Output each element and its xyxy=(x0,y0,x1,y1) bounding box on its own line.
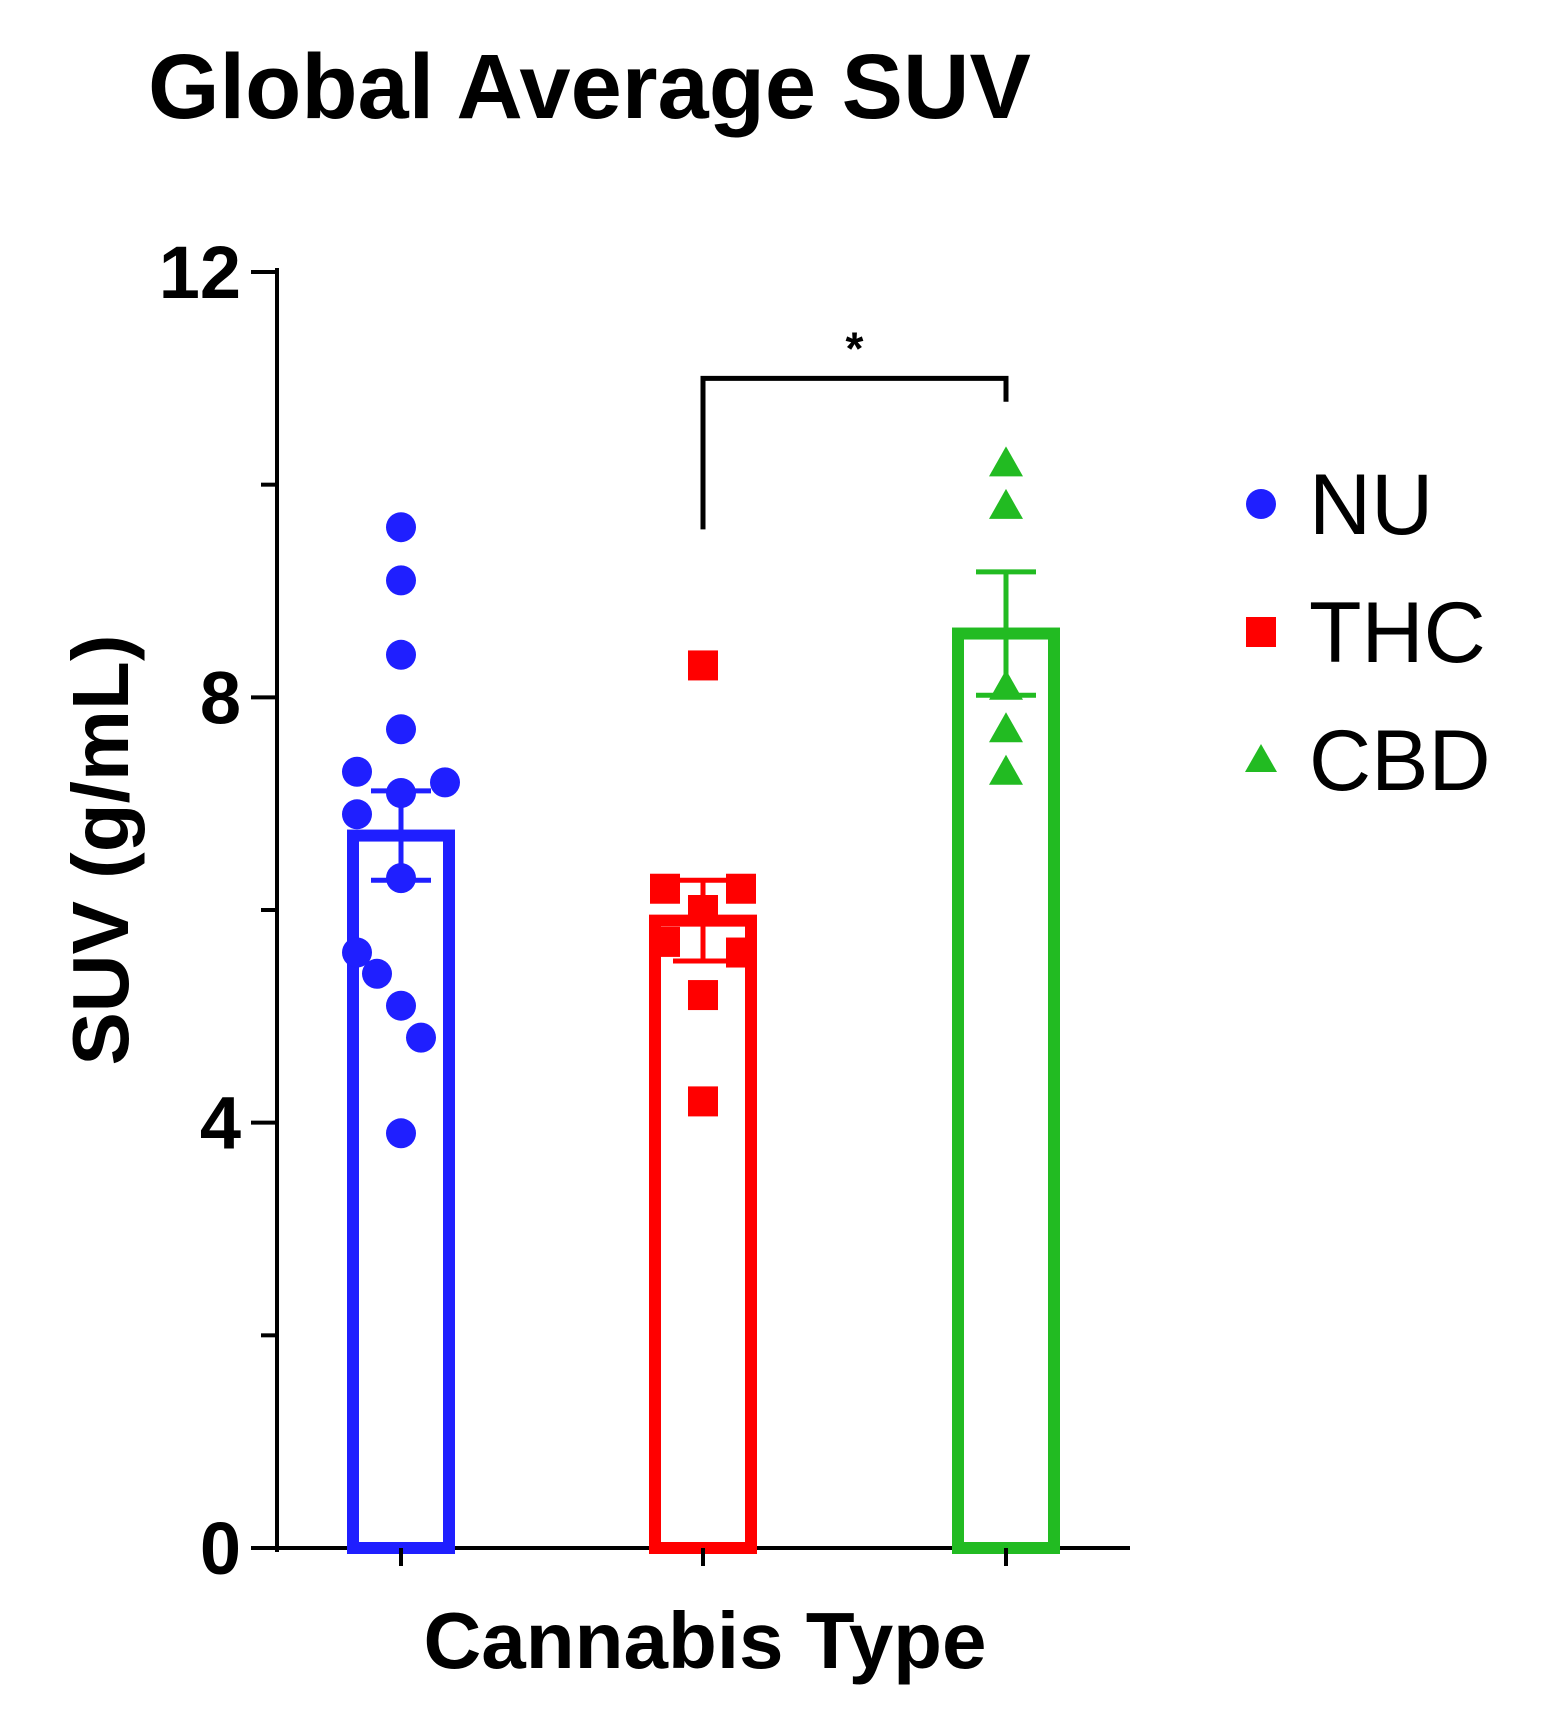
y-tick-label: 8 xyxy=(200,656,241,739)
data-point xyxy=(650,926,680,957)
legend: NU THC CBD xyxy=(1245,457,1491,809)
data-point xyxy=(386,639,416,670)
data-point xyxy=(989,446,1023,477)
data-point xyxy=(386,863,416,894)
legend-marker xyxy=(1246,489,1276,519)
data-point xyxy=(650,873,680,904)
data-point xyxy=(989,669,1023,700)
y-tick-label: 0 xyxy=(200,1507,241,1590)
data-point xyxy=(688,1086,718,1117)
data-point xyxy=(989,754,1023,785)
x-axis-label: Cannabis Type xyxy=(423,1596,986,1685)
data-point xyxy=(386,512,416,543)
data-point xyxy=(386,565,416,596)
data-point xyxy=(989,712,1023,743)
data-point xyxy=(342,937,372,968)
data-point xyxy=(386,1118,416,1149)
data-point xyxy=(362,958,392,989)
bar xyxy=(649,914,757,1554)
plot-area: 0 4 8 12 * xyxy=(159,231,1130,1590)
y-axis-label: SUV (g/mL) xyxy=(56,634,145,1065)
legend-label: CBD xyxy=(1309,713,1491,809)
chart-title: Global Average SUV xyxy=(148,36,1031,138)
significance-bracket xyxy=(700,375,1009,530)
data-point xyxy=(342,756,372,787)
legend-item: NU xyxy=(1246,457,1433,553)
significance-label: * xyxy=(846,322,864,374)
y-tick-label: 12 xyxy=(159,231,241,314)
data-point xyxy=(386,990,416,1021)
legend-marker xyxy=(1246,617,1276,647)
data-point xyxy=(406,1022,436,1053)
data-point xyxy=(430,767,460,798)
data-point xyxy=(386,778,416,809)
legend-label: NU xyxy=(1309,457,1433,553)
y-tick-label: 4 xyxy=(200,1082,241,1165)
legend-item: CBD xyxy=(1245,713,1491,809)
data-point xyxy=(989,488,1023,519)
data-point xyxy=(726,873,756,904)
data-point xyxy=(688,895,718,925)
data-point xyxy=(688,980,718,1011)
legend-label: THC xyxy=(1309,585,1486,681)
legend-item: THC xyxy=(1246,585,1486,681)
data-point xyxy=(386,714,416,745)
data-point xyxy=(688,650,718,681)
data-point xyxy=(726,937,756,968)
data-point xyxy=(342,799,372,830)
legend-marker xyxy=(1245,744,1277,772)
